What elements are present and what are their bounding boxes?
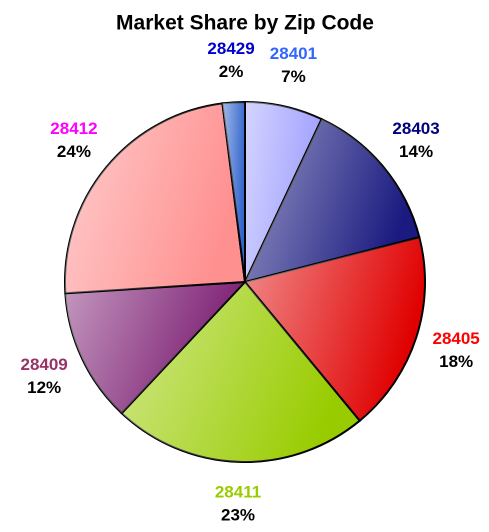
slice-label: 28409 [20, 355, 67, 374]
slice-sheen [222, 102, 245, 282]
slice-value-label: 14% [399, 142, 433, 161]
slice-sheen [65, 282, 245, 414]
slice-sheen [65, 103, 245, 294]
slice-sheen [245, 237, 425, 421]
chart-title: Market Share by Zip Code [116, 12, 374, 35]
slice-label: 28429 [207, 39, 254, 58]
slice-label: 28411 [215, 482, 261, 501]
slice-sheen [121, 282, 360, 463]
slice-value-label: 7% [281, 67, 306, 86]
slice-label: 28412 [50, 119, 97, 138]
slice-value-label: 12% [27, 378, 61, 397]
slice-value-label: 18% [439, 352, 473, 371]
slice-value-label: 24% [57, 142, 91, 161]
slice-label: 28405 [432, 329, 479, 348]
slice-sheen [245, 119, 420, 282]
slice-label: 28401 [270, 44, 317, 63]
slice-sheen [245, 102, 322, 282]
slice-label: 28403 [392, 119, 439, 138]
slice-value-label: 23% [221, 505, 255, 524]
slice-value-label: 2% [219, 62, 244, 81]
